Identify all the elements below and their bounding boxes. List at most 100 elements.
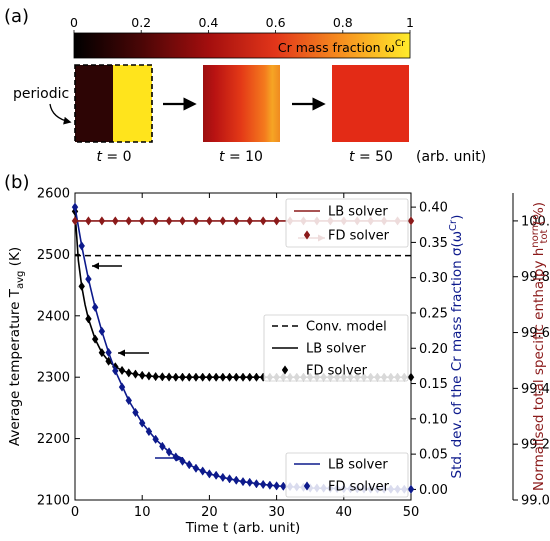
data-point (407, 484, 415, 494)
snapshot-t10 (203, 65, 280, 142)
data-point (152, 371, 159, 382)
data-point (185, 372, 193, 382)
axis-hint-arrowhead (118, 349, 125, 357)
snapshot-t0-border (74, 64, 153, 143)
data-point (91, 334, 99, 344)
left-tick-label: 2500 (37, 248, 70, 263)
data-point (138, 370, 146, 380)
data-point (71, 202, 79, 212)
data-point (159, 441, 166, 451)
right-tick-label: 99.8 (521, 270, 550, 285)
data-point (145, 426, 153, 437)
data-point (85, 216, 92, 226)
data-point (219, 216, 227, 226)
middle-tick-label: 0.30 (419, 271, 448, 286)
data-point (199, 372, 206, 382)
data-point (281, 365, 289, 375)
data-point (407, 216, 415, 226)
colorbar (73, 32, 411, 59)
middle-tick-label: 0.25 (419, 306, 448, 321)
data-point (259, 479, 267, 490)
legend: Conv. model LB solver FD solver (263, 314, 409, 382)
data-point (125, 368, 133, 378)
x-axis-label: Time t (arb. unit) (185, 520, 301, 536)
data-point (152, 434, 159, 444)
middle-tick-label: 0.15 (419, 377, 448, 392)
middle-tick-label: 0.35 (419, 236, 448, 251)
snapshot-t50 (332, 65, 409, 142)
legend-label: FD solver (306, 364, 368, 379)
data-point (125, 395, 133, 406)
data-point (192, 216, 200, 226)
data-point (273, 481, 280, 491)
right-tick-label: 99.0 (521, 494, 550, 509)
colorbar-tick-label: 0 (70, 15, 78, 30)
data-point (219, 472, 227, 483)
data-point (98, 326, 106, 336)
legend: LB solver FD solver (285, 198, 409, 248)
data-point (118, 382, 126, 392)
middle-tick-label: 0.20 (419, 342, 448, 357)
data-point (259, 216, 267, 226)
right-axis-label: Normalised total specific enthalpy hnorm… (530, 202, 550, 491)
data-point (91, 302, 99, 312)
data-point (185, 460, 193, 470)
right-tick-label: 99.2 (521, 438, 550, 453)
legend-label: LB solver (328, 458, 388, 473)
legend-frame (263, 314, 409, 382)
data-point (199, 466, 206, 476)
data-point (138, 418, 146, 428)
data-point (212, 470, 220, 480)
left-tick-label: 2300 (37, 371, 70, 386)
legend-label: LB solver (306, 342, 366, 357)
data-point (179, 456, 186, 466)
right-tick-label: 99.6 (521, 326, 550, 341)
data-point (233, 216, 240, 226)
data-point (138, 216, 146, 226)
data-point (105, 347, 112, 358)
data-point (152, 216, 159, 226)
panel-b-label: (b) (4, 172, 29, 193)
data-point (85, 274, 92, 284)
left-tick-label: 2400 (37, 309, 70, 324)
data-point (165, 447, 173, 457)
data-point (226, 474, 233, 484)
x-tick-label: 30 (268, 505, 285, 520)
data-point (132, 407, 139, 418)
panel-a-label: (a) (4, 6, 29, 27)
legend-label: Conv. model (306, 320, 387, 335)
snapshot-t50-label: t = 50 (349, 149, 393, 165)
colorbar-tick-label: 1 (406, 15, 414, 30)
colorbar-tick-label: 0.6 (266, 15, 286, 30)
plot-area: 0 10 20 30 40 50 Time t (arb. unit) 2100 2200 230… (7, 187, 550, 537)
x-tick-label: 20 (201, 505, 218, 520)
data-point (172, 372, 180, 382)
data-point (192, 463, 200, 473)
data-point (112, 216, 119, 226)
data-point (303, 481, 311, 491)
middle-tick-label: 0.05 (419, 448, 448, 463)
data-point (233, 372, 240, 382)
data-point (407, 372, 415, 382)
data-point (273, 216, 280, 226)
data-point (98, 348, 106, 358)
plot-frame (74, 192, 412, 501)
periodic-arrow (49, 103, 72, 125)
data-point (303, 230, 311, 240)
data-point (206, 216, 213, 226)
left-tick-label: 2600 (37, 187, 70, 202)
legend: LB solver FD solver (285, 452, 409, 498)
snapshot-t10-label: t = 10 (219, 149, 263, 165)
axis-hint-arrowhead (176, 454, 183, 462)
data-point (132, 369, 139, 379)
right-tick-label: 99.4 (521, 382, 550, 397)
data-point (239, 372, 247, 382)
data-point (253, 372, 260, 382)
colorbar-tick-label: 0.4 (198, 15, 218, 30)
unit-label: (arb. unit) (416, 149, 486, 165)
data-point (192, 372, 200, 382)
data-point (206, 469, 213, 479)
data-point (246, 372, 253, 382)
left-tick-label: 2100 (37, 494, 70, 509)
